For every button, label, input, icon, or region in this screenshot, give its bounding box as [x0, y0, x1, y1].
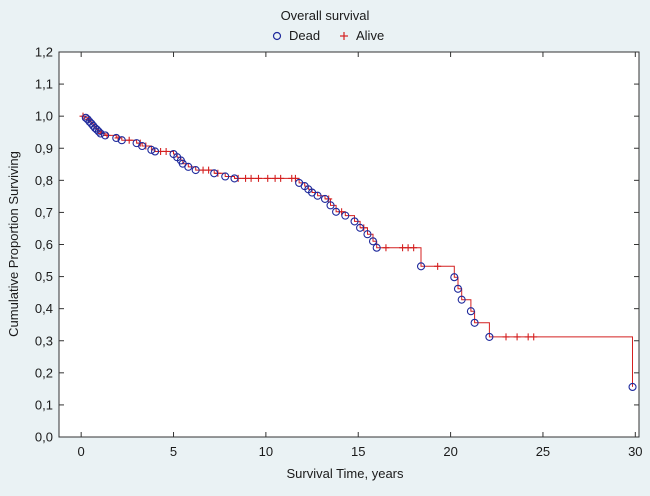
dead-event-marker [96, 129, 105, 138]
y-tick-label: 0,2 [35, 365, 53, 380]
legend-alive-marker [340, 32, 348, 40]
alive-censor-marker [502, 333, 510, 341]
legend-alive-label: Alive [356, 28, 384, 43]
dead-event-marker [94, 127, 103, 136]
legend-dead-label: Dead [289, 28, 320, 43]
dead-event-marker [332, 207, 341, 216]
y-tick-label: 0,3 [35, 333, 53, 348]
legend-title: Overall survival [281, 8, 370, 23]
y-tick-label: 1,0 [35, 109, 53, 124]
x-tick-label: 15 [351, 444, 365, 459]
alive-censor-marker [247, 174, 255, 182]
y-tick-label: 1,1 [35, 77, 53, 92]
alive-censor-marker [530, 333, 538, 341]
dead-event-marker [453, 284, 463, 293]
dead-event-marker [350, 217, 359, 226]
x-tick-label: 20 [443, 444, 457, 459]
dead-event-marker [326, 201, 335, 210]
dead-event-marker [372, 243, 381, 252]
y-axis-ticks: 0,0 0,1 0,2 0,3 0,4 0,5 0,6 0,7 0,8 0,9 1,0 1,1 1,2 [35, 45, 639, 445]
y-tick-label: 0,7 [35, 205, 53, 220]
alive-censor-marker [410, 244, 418, 252]
legend-dead-marker [272, 31, 282, 41]
dead-event-marker [416, 262, 426, 271]
alive-censor-marker [205, 166, 213, 174]
dead-event-marker [184, 162, 193, 171]
y-tick-label: 1,2 [35, 45, 53, 60]
x-tick-label: 30 [628, 444, 642, 459]
dead-event-marker [151, 147, 160, 156]
x-tick-label: 5 [170, 444, 177, 459]
dead-event-marker [101, 131, 110, 140]
alive-censor-marker [513, 333, 521, 341]
alive-censor-marker [291, 174, 299, 182]
alive-censor-marker [277, 174, 285, 182]
alive-censor-marker [162, 147, 170, 155]
legend: Dead Alive [272, 28, 384, 43]
dead-event-marker [470, 318, 479, 327]
y-tick-label: 0,9 [35, 141, 53, 156]
x-axis-label: Survival Time, years [286, 466, 404, 481]
y-tick-label: 0,0 [35, 430, 53, 445]
dead-event-marker [230, 174, 239, 183]
dead-event-marker [117, 136, 126, 145]
x-tick-label: 25 [536, 444, 550, 459]
plot-area [58, 51, 640, 438]
dead-event-marker [112, 133, 121, 143]
alive-censor-marker [434, 262, 442, 270]
dead-event-marker [485, 332, 494, 341]
dead-event-marker [628, 382, 637, 392]
dead-event-marker [368, 237, 378, 246]
dead-event-marker [457, 295, 466, 304]
x-tick-label: 10 [259, 444, 273, 459]
alive-censor-marker [382, 244, 390, 252]
dead-event-marker [466, 307, 475, 316]
dead-event-marker [313, 191, 322, 200]
dead-event-marker [138, 141, 147, 151]
y-axis-label: Cumulative Proportion Surviving [6, 151, 21, 337]
dead-event-marker [363, 230, 372, 239]
alive-censor-marker [254, 174, 262, 182]
y-tick-label: 0,5 [35, 269, 53, 284]
dead-event-marker [147, 145, 156, 154]
dead-event-marker [210, 169, 219, 178]
y-tick-label: 0,4 [35, 301, 53, 316]
alive-censor-marker [103, 131, 111, 139]
y-tick-label: 0,8 [35, 173, 53, 188]
survival-curve-line [81, 115, 633, 387]
dead-markers [81, 113, 637, 392]
y-tick-label: 0,6 [35, 237, 53, 252]
dead-event-marker [356, 223, 365, 232]
dead-event-marker [341, 211, 350, 220]
dead-event-marker [320, 194, 330, 203]
alive-censor-marker [264, 174, 272, 182]
dead-event-marker [191, 166, 200, 175]
x-axis-ticks: 0 5 10 15 20 25 30 [78, 52, 643, 459]
alive-censor-marker [125, 136, 133, 144]
dead-event-marker [450, 273, 459, 282]
y-tick-label: 0,1 [35, 397, 53, 412]
dead-event-marker [221, 172, 230, 181]
x-tick-label: 0 [78, 444, 85, 459]
